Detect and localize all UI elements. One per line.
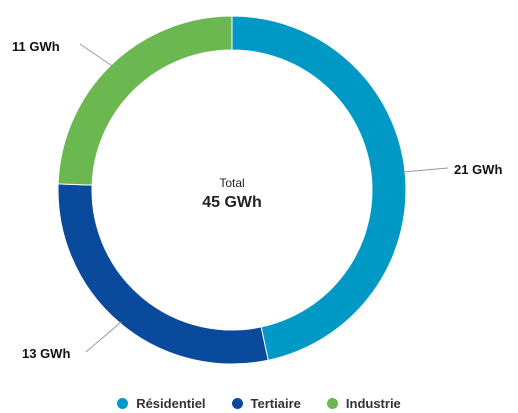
- legend-item-industrie[interactable]: Industrie: [326, 395, 401, 411]
- legend-marker-tertiaire: [231, 397, 243, 409]
- legend-item-residentiel[interactable]: Résidentiel: [117, 395, 206, 411]
- donut-slices: [57, 15, 407, 365]
- data-label-industrie: 11 GWh: [12, 39, 60, 54]
- leader-line-tertiaire: [85, 321, 122, 353]
- leader-line-industrie: [79, 43, 113, 67]
- leader-line-residentiel: [403, 167, 449, 173]
- legend-marker-industrie: [326, 397, 338, 409]
- center-total-label: Total: [219, 176, 244, 190]
- legend-item-tertiaire[interactable]: Tertiaire: [231, 395, 301, 411]
- legend: Résidentiel Tertiaire Industrie: [0, 393, 518, 413]
- legend-label-industrie: Industrie: [345, 395, 401, 411]
- data-labels: 21 GWh 13 GWh 11 GWh: [12, 39, 502, 361]
- legend-label-residentiel: Résidentiel: [136, 395, 206, 411]
- donut-chart: 21 GWh 13 GWh 11 GWh Total 45 GWh: [12, 15, 502, 365]
- legend-label-tertiaire: Tertiaire: [250, 395, 301, 411]
- data-label-residentiel: 21 GWh: [454, 162, 502, 177]
- legend-marker-residentiel: [117, 397, 129, 409]
- slice-residentiel[interactable]: [231, 15, 407, 361]
- leader-lines: [79, 43, 449, 353]
- center-total-value: 45 GWh: [202, 194, 262, 211]
- slice-industrie[interactable]: [57, 15, 233, 186]
- data-label-tertiaire: 13 GWh: [22, 346, 70, 361]
